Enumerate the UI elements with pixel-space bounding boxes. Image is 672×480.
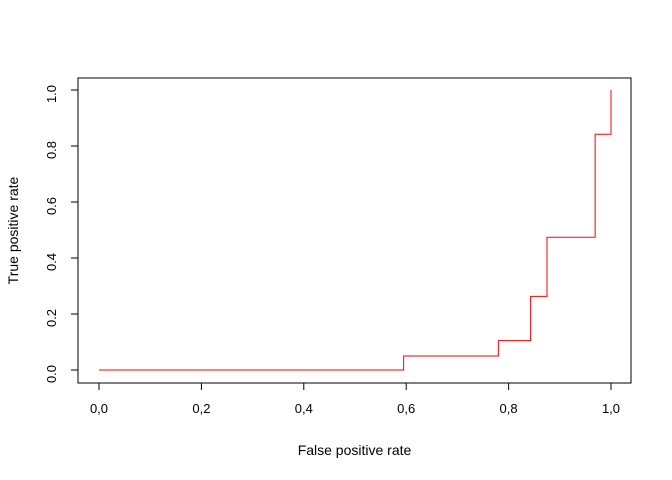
y-tick-label: 0.0 (44, 365, 59, 383)
plot-frame (77, 77, 632, 384)
roc-curve-line (99, 90, 612, 371)
y-tick-label: 0.6 (44, 197, 59, 215)
x-tick-label: 0,4 (295, 401, 313, 416)
x-tick-label: 0,2 (192, 401, 210, 416)
x-axis: 0,0 0,2 0,4 0,6 0,8 1,0 (90, 382, 620, 416)
y-axis: 0.0 0.2 0.4 0.6 0.8 1.0 (44, 85, 79, 383)
series-layer (99, 90, 612, 371)
x-tick-label: 1,0 (602, 401, 620, 416)
x-axis-label: False positive rate (298, 442, 412, 458)
y-tick-label: 1.0 (44, 85, 59, 103)
x-tick-label: 0,8 (500, 401, 518, 416)
y-tick-label: 0.2 (44, 309, 59, 327)
y-axis-label: True positive rate (5, 176, 21, 284)
x-tick-label: 0,6 (397, 401, 415, 416)
y-tick-label: 0.8 (44, 141, 59, 159)
x-tick-label: 0,0 (90, 401, 108, 416)
y-tick-label: 0.4 (44, 253, 59, 271)
